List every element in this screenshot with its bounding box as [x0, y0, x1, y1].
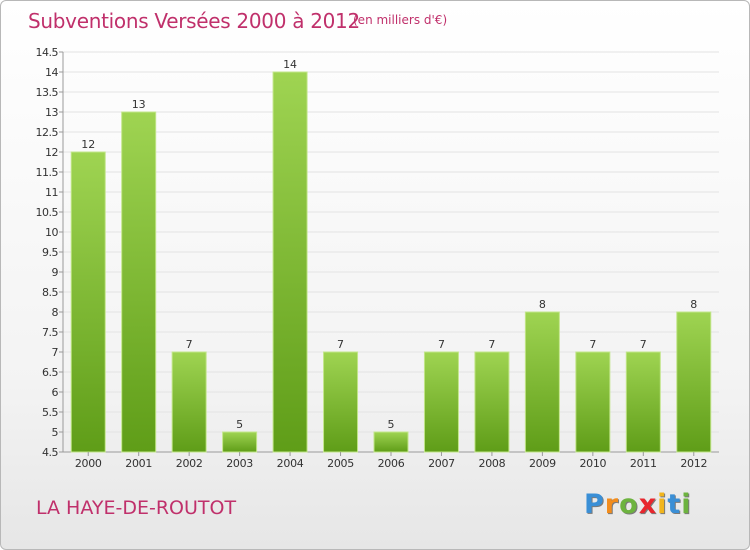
y-tick-label: 13.5 [36, 86, 59, 99]
y-tick-label: 5.5 [42, 406, 58, 419]
x-tick-label: 2008 [479, 457, 506, 470]
data-label: 7 [438, 338, 445, 351]
data-label: 7 [589, 338, 596, 351]
y-tick-label: 6 [52, 386, 59, 399]
y-tick-label: 11.5 [36, 166, 59, 179]
data-label: 7 [488, 338, 495, 351]
data-label: 14 [283, 58, 297, 71]
data-label: 7 [640, 338, 647, 351]
chart-subtitle: (en milliers d'€) [353, 13, 448, 27]
bar-2010 [575, 351, 611, 453]
bar-2000 [70, 151, 106, 453]
bar-2002 [171, 351, 207, 453]
bar-2004 [272, 71, 308, 453]
bar-2012 [676, 311, 712, 453]
x-tick-label: 2002 [176, 457, 203, 470]
bar-2001 [121, 111, 157, 453]
x-tick-label: 2001 [125, 457, 152, 470]
y-tick-label: 5 [52, 426, 59, 439]
bar-2009 [524, 311, 560, 453]
y-tick-label: 13 [45, 106, 58, 119]
y-tick-label: 11 [45, 186, 58, 199]
y-tick-label: 12.5 [36, 126, 59, 139]
x-tick-label: 2005 [327, 457, 354, 470]
bar-2005 [323, 351, 359, 453]
bar-2003 [222, 431, 258, 453]
data-label: 7 [186, 338, 193, 351]
chart-title: Subventions Versées 2000 à 2012 [28, 9, 360, 33]
data-label: 5 [388, 418, 395, 431]
bar-2007 [423, 351, 459, 453]
x-tick-label: 2009 [529, 457, 556, 470]
data-label: 7 [337, 338, 344, 351]
y-tick-label: 7 [52, 346, 59, 359]
bar-2011 [625, 351, 661, 453]
bar-2006 [373, 431, 409, 453]
data-label: 12 [81, 138, 95, 151]
logo-letter: i [657, 489, 668, 520]
y-tick-label: 9 [52, 266, 59, 279]
y-tick-label: 9.5 [42, 246, 58, 259]
y-tick-label: 12 [45, 146, 58, 159]
logo-letter: P [584, 489, 605, 520]
x-tick-label: 2003 [226, 457, 253, 470]
bar-2008 [474, 351, 510, 453]
logo-letter: i [681, 489, 692, 520]
logo-letter: t [667, 489, 682, 520]
x-tick-label: 2000 [75, 457, 102, 470]
x-tick-label: 2010 [579, 457, 606, 470]
logo-letter: x [638, 489, 658, 520]
y-tick-label: 8 [52, 306, 59, 319]
data-label: 5 [236, 418, 243, 431]
y-tick-label: 14 [45, 66, 58, 79]
x-tick-label: 2006 [378, 457, 405, 470]
logo-letter: o [619, 489, 639, 520]
commune-name: LA HAYE-DE-ROUTOT [36, 497, 237, 519]
y-tick-label: 6.5 [42, 366, 58, 379]
x-tick-label: 2004 [277, 457, 304, 470]
data-label: 8 [690, 298, 697, 311]
data-label: 13 [132, 98, 146, 111]
logo-letter: r [604, 489, 620, 520]
data-label: 8 [539, 298, 546, 311]
y-tick-label: 10.5 [36, 206, 59, 219]
x-tick-label: 2012 [680, 457, 707, 470]
y-tick-label: 4.5 [42, 446, 58, 459]
x-tick-label: 2011 [630, 457, 657, 470]
y-tick-label: 8.5 [42, 286, 58, 299]
y-tick-label: 10 [45, 226, 58, 239]
x-tick-label: 2007 [428, 457, 455, 470]
proxiti-logo[interactable]: Proxiti [584, 489, 692, 520]
y-tick-label: 14.5 [36, 46, 59, 59]
y-tick-label: 7.5 [42, 326, 58, 339]
